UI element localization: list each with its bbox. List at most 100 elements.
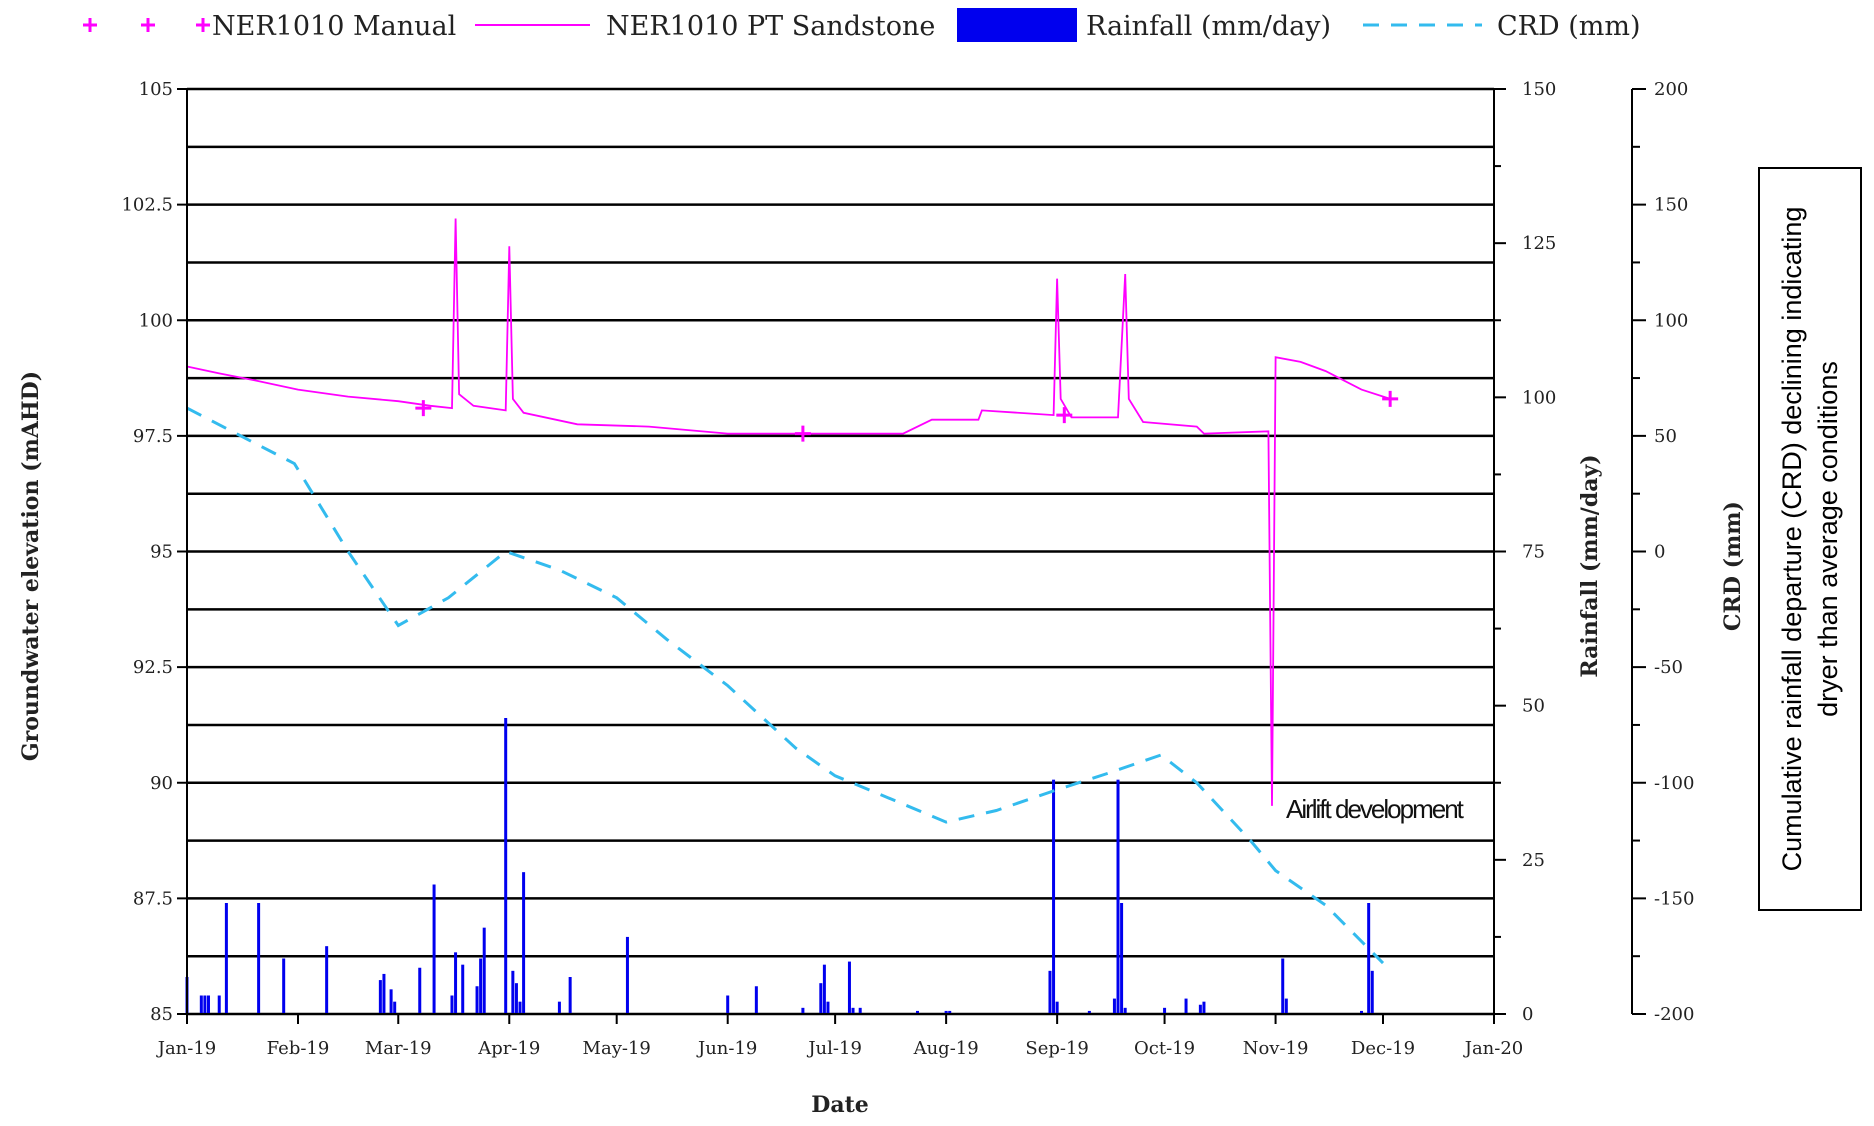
rainfall-bar	[482, 927, 486, 1014]
rainfall-bar	[1120, 903, 1124, 1014]
pt-sandstone-line	[186, 218, 1391, 806]
x-tick-label: Jun-19	[696, 1038, 757, 1059]
rainfall-bar	[944, 1010, 948, 1014]
x-tick-label: Jan-19	[156, 1038, 217, 1059]
manual-marker	[415, 400, 432, 417]
rainfall-bar	[915, 1010, 919, 1014]
rainfall-bar	[450, 995, 454, 1014]
legend-label-rainfall: Rainfall (mm/day)	[1086, 11, 1331, 42]
rainfall-bar	[475, 986, 479, 1014]
rainfall-bar	[389, 989, 393, 1014]
rainfall-bar	[257, 903, 261, 1014]
side-note-box: Cumulative rainfall departure (CRD) decl…	[1758, 167, 1862, 911]
crd-tick-label: -200	[1654, 1004, 1694, 1025]
rainfall-bar	[479, 958, 483, 1014]
rainfall-bar	[948, 1010, 952, 1014]
y-right-axis-title: Rainfall (mm/day)	[1577, 454, 1603, 677]
rainfall-bar	[847, 961, 851, 1014]
rainfall-bar	[518, 1001, 522, 1014]
legend-label-manual: NER1010 Manual	[212, 11, 456, 42]
rainfall-bar	[1367, 903, 1371, 1014]
rainfall-bar	[282, 958, 286, 1014]
rainfall-bar	[1284, 998, 1288, 1014]
annotation-airlift: Airlift development	[1286, 794, 1465, 824]
legend-manual-markers	[83, 18, 210, 32]
y-tick-label: 85	[150, 1004, 173, 1025]
rainfall-bar	[378, 980, 382, 1014]
rainfall-bar	[203, 995, 207, 1014]
rainfall-bar	[557, 1001, 561, 1014]
x-tick-label: Oct-19	[1134, 1038, 1195, 1059]
y-axis-title: Groundwater elevation (mAHD)	[18, 371, 44, 761]
crd-tick-label: 150	[1654, 195, 1688, 216]
x-tick-label: Jan-20	[1463, 1038, 1524, 1059]
rainfall-bars	[185, 718, 1374, 1014]
rainfall-bar	[325, 946, 329, 1014]
side-note-text: Cumulative rainfall departure (CRD) decl…	[1777, 206, 1843, 872]
rainfall-bar	[1112, 998, 1116, 1014]
y-right-tick-label: 150	[1522, 79, 1556, 100]
rainfall-bar	[1048, 970, 1052, 1014]
rainfall-bar	[822, 964, 826, 1014]
x-tick-label: Dec-19	[1351, 1038, 1415, 1059]
rainfall-bar	[1087, 1010, 1091, 1014]
crd-tick-label: -50	[1654, 657, 1683, 678]
rainfall-bar	[393, 1001, 397, 1014]
crd-tick-label: 200	[1654, 79, 1688, 100]
rainfall-bar	[224, 903, 228, 1014]
crd-tick-label: -100	[1654, 773, 1694, 794]
rainfall-bar	[1123, 1007, 1127, 1014]
rainfall-bar	[1360, 1010, 1364, 1014]
rainfall-bar	[418, 967, 422, 1014]
legend-swatch-rainfall	[957, 8, 1077, 42]
x-tick-label: Nov-19	[1243, 1038, 1309, 1059]
rainfall-bar	[382, 973, 386, 1014]
rainfall-bar	[461, 964, 465, 1014]
x-tick-label: Jul-19	[806, 1038, 862, 1059]
rainfall-bar	[568, 977, 572, 1014]
rainfall-bar	[1184, 998, 1188, 1014]
rainfall-bar	[858, 1007, 862, 1014]
rainfall-bar	[726, 995, 730, 1014]
legend-label-pt: NER1010 PT Sandstone	[606, 11, 935, 42]
rainfall-bar	[511, 970, 515, 1014]
rainfall-bar	[1163, 1007, 1167, 1014]
rainfall-bar	[826, 1001, 830, 1014]
rainfall-bar	[514, 983, 518, 1014]
rainfall-bar	[819, 983, 823, 1014]
y-tick-label: 95	[150, 542, 173, 563]
series-lines	[186, 218, 1399, 965]
rainfall-bar	[801, 1007, 805, 1014]
y-right-tick-label: 25	[1522, 850, 1545, 871]
y-right-tick-label: 125	[1522, 233, 1556, 254]
rainfall-bar	[851, 1007, 855, 1014]
rainfall-bar	[625, 936, 629, 1014]
rainfall-bar	[1202, 1001, 1206, 1014]
y-tick-label: 92.5	[133, 657, 173, 678]
crd-tick-label: 50	[1654, 426, 1677, 447]
y-tick-label: 97.5	[133, 426, 173, 447]
y-right-tick-label: 0	[1522, 1004, 1533, 1025]
rainfall-bar	[1370, 970, 1374, 1014]
x-tick-label: Feb-19	[267, 1038, 330, 1059]
x-tick-label: Aug-19	[913, 1038, 979, 1059]
y-right-tick-label: 75	[1522, 542, 1545, 563]
crd-line	[186, 406, 1385, 965]
rainfall-bar	[217, 995, 221, 1014]
crd-tick-label: 100	[1654, 310, 1688, 331]
rainfall-bar	[1198, 1004, 1202, 1014]
legend-label-crd: CRD (mm)	[1497, 11, 1641, 42]
y-tick-label: 102.5	[121, 195, 173, 216]
rainfall-bar	[504, 718, 508, 1014]
legend: NER1010 Manual NER1010 PT Sandstone Rain…	[83, 8, 1641, 42]
rainfall-bar	[1052, 779, 1056, 1014]
crd-tick-label: 0	[1654, 542, 1665, 563]
rainfall-bar	[1055, 1001, 1059, 1014]
rainfall-bar	[1116, 779, 1120, 1014]
y-tick-label: 90	[150, 773, 173, 794]
rainfall-bar	[522, 872, 526, 1014]
y-tick-label: 87.5	[133, 888, 173, 909]
y-right-tick-label: 50	[1522, 696, 1545, 717]
rainfall-bar	[432, 884, 436, 1014]
